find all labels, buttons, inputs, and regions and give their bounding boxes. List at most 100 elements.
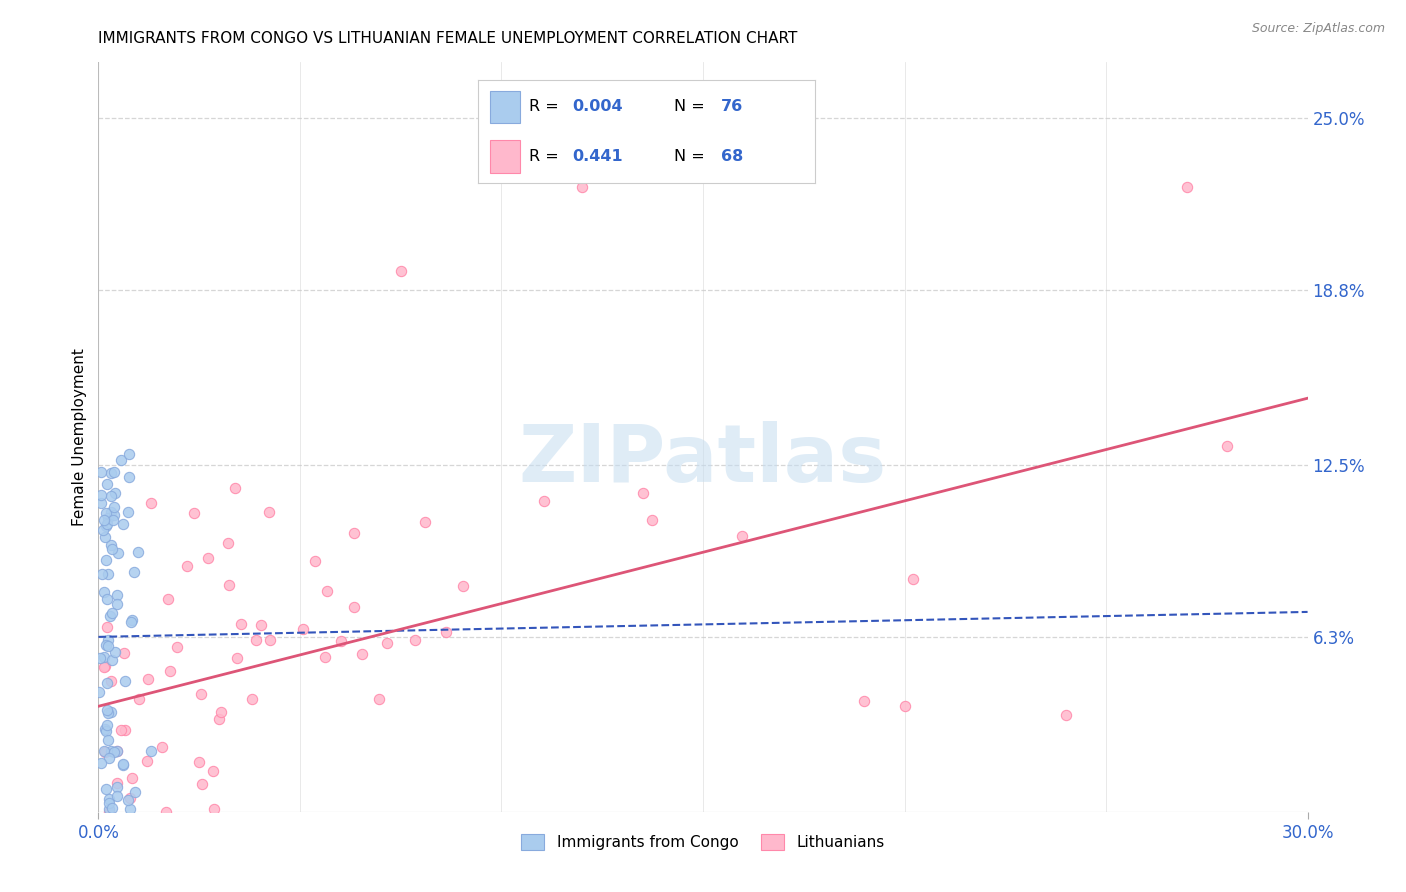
Point xyxy=(96,620,118,634)
Point xyxy=(105,780,128,794)
Point xyxy=(90,756,112,771)
Text: 0.441: 0.441 xyxy=(572,149,623,164)
Point xyxy=(101,541,124,556)
Point xyxy=(139,496,162,510)
Point xyxy=(190,687,212,701)
Point xyxy=(314,650,336,665)
Point xyxy=(97,792,120,806)
Point xyxy=(94,638,117,652)
Point xyxy=(191,777,214,791)
Point xyxy=(100,705,122,719)
Point xyxy=(104,645,127,659)
Point xyxy=(98,797,121,811)
Point xyxy=(93,650,115,665)
Point xyxy=(343,599,366,614)
Point xyxy=(202,802,225,816)
Point xyxy=(187,756,209,770)
Point xyxy=(112,756,135,771)
Point xyxy=(245,632,267,647)
Point xyxy=(121,613,143,627)
Point xyxy=(240,691,263,706)
Point xyxy=(98,609,121,624)
Point xyxy=(89,685,111,699)
Point xyxy=(110,723,132,738)
Text: N =: N = xyxy=(673,99,710,114)
Point xyxy=(90,566,112,581)
Point xyxy=(94,659,117,673)
FancyBboxPatch shape xyxy=(489,91,520,123)
Point xyxy=(124,785,146,799)
Point xyxy=(250,617,273,632)
Point xyxy=(201,764,224,779)
Point xyxy=(197,551,219,566)
Point xyxy=(120,615,142,630)
Point xyxy=(156,591,179,606)
Point xyxy=(112,758,135,772)
Point xyxy=(127,545,149,559)
Point xyxy=(96,591,118,606)
Point xyxy=(135,755,157,769)
Point xyxy=(103,465,125,479)
Point xyxy=(343,526,366,541)
Point xyxy=(730,529,752,543)
Point xyxy=(120,802,142,816)
Point xyxy=(93,660,115,674)
Point xyxy=(208,712,231,726)
Point xyxy=(166,640,188,655)
Point xyxy=(118,470,141,484)
Point xyxy=(100,505,122,519)
Point xyxy=(103,485,125,500)
Point xyxy=(94,553,117,567)
Text: Source: ZipAtlas.com: Source: ZipAtlas.com xyxy=(1251,22,1385,36)
Point xyxy=(111,517,134,532)
Point xyxy=(93,513,115,527)
Point xyxy=(159,664,181,678)
Point xyxy=(107,546,129,560)
Point xyxy=(1054,707,1077,722)
Point xyxy=(117,505,139,519)
Text: 76: 76 xyxy=(721,99,744,114)
Point xyxy=(94,722,117,736)
Point xyxy=(98,802,121,816)
Point xyxy=(89,650,111,665)
Point xyxy=(117,447,139,461)
Point xyxy=(404,633,426,648)
Point xyxy=(352,647,374,661)
Point xyxy=(105,744,128,758)
Point xyxy=(100,607,122,621)
Point xyxy=(209,705,232,719)
Point xyxy=(259,633,281,648)
Point xyxy=(259,505,281,519)
Point xyxy=(96,723,118,738)
Point xyxy=(176,559,198,574)
Point xyxy=(96,476,118,491)
Point xyxy=(105,588,128,602)
Text: 0.004: 0.004 xyxy=(572,99,623,114)
Point xyxy=(136,672,159,686)
Point xyxy=(105,789,128,803)
Point xyxy=(101,653,124,667)
Point xyxy=(224,481,246,495)
Point xyxy=(97,567,120,582)
Point xyxy=(571,180,593,194)
Point xyxy=(155,805,177,819)
Point xyxy=(97,640,120,654)
Text: IMMIGRANTS FROM CONGO VS LITHUANIAN FEMALE UNEMPLOYMENT CORRELATION CHART: IMMIGRANTS FROM CONGO VS LITHUANIAN FEMA… xyxy=(98,31,797,46)
Point xyxy=(128,691,150,706)
Text: R =: R = xyxy=(529,99,564,114)
Text: ZIPatlas: ZIPatlas xyxy=(519,420,887,499)
Point xyxy=(389,263,412,277)
Point xyxy=(121,772,143,786)
Point xyxy=(375,636,398,650)
Point xyxy=(100,673,122,688)
Point xyxy=(90,488,112,502)
Point xyxy=(631,485,654,500)
Point xyxy=(93,744,115,758)
Point xyxy=(94,781,117,796)
Point xyxy=(112,646,135,660)
Point xyxy=(105,598,128,612)
Point xyxy=(98,751,121,765)
Point xyxy=(103,745,125,759)
Point xyxy=(96,717,118,731)
Point xyxy=(98,805,121,819)
